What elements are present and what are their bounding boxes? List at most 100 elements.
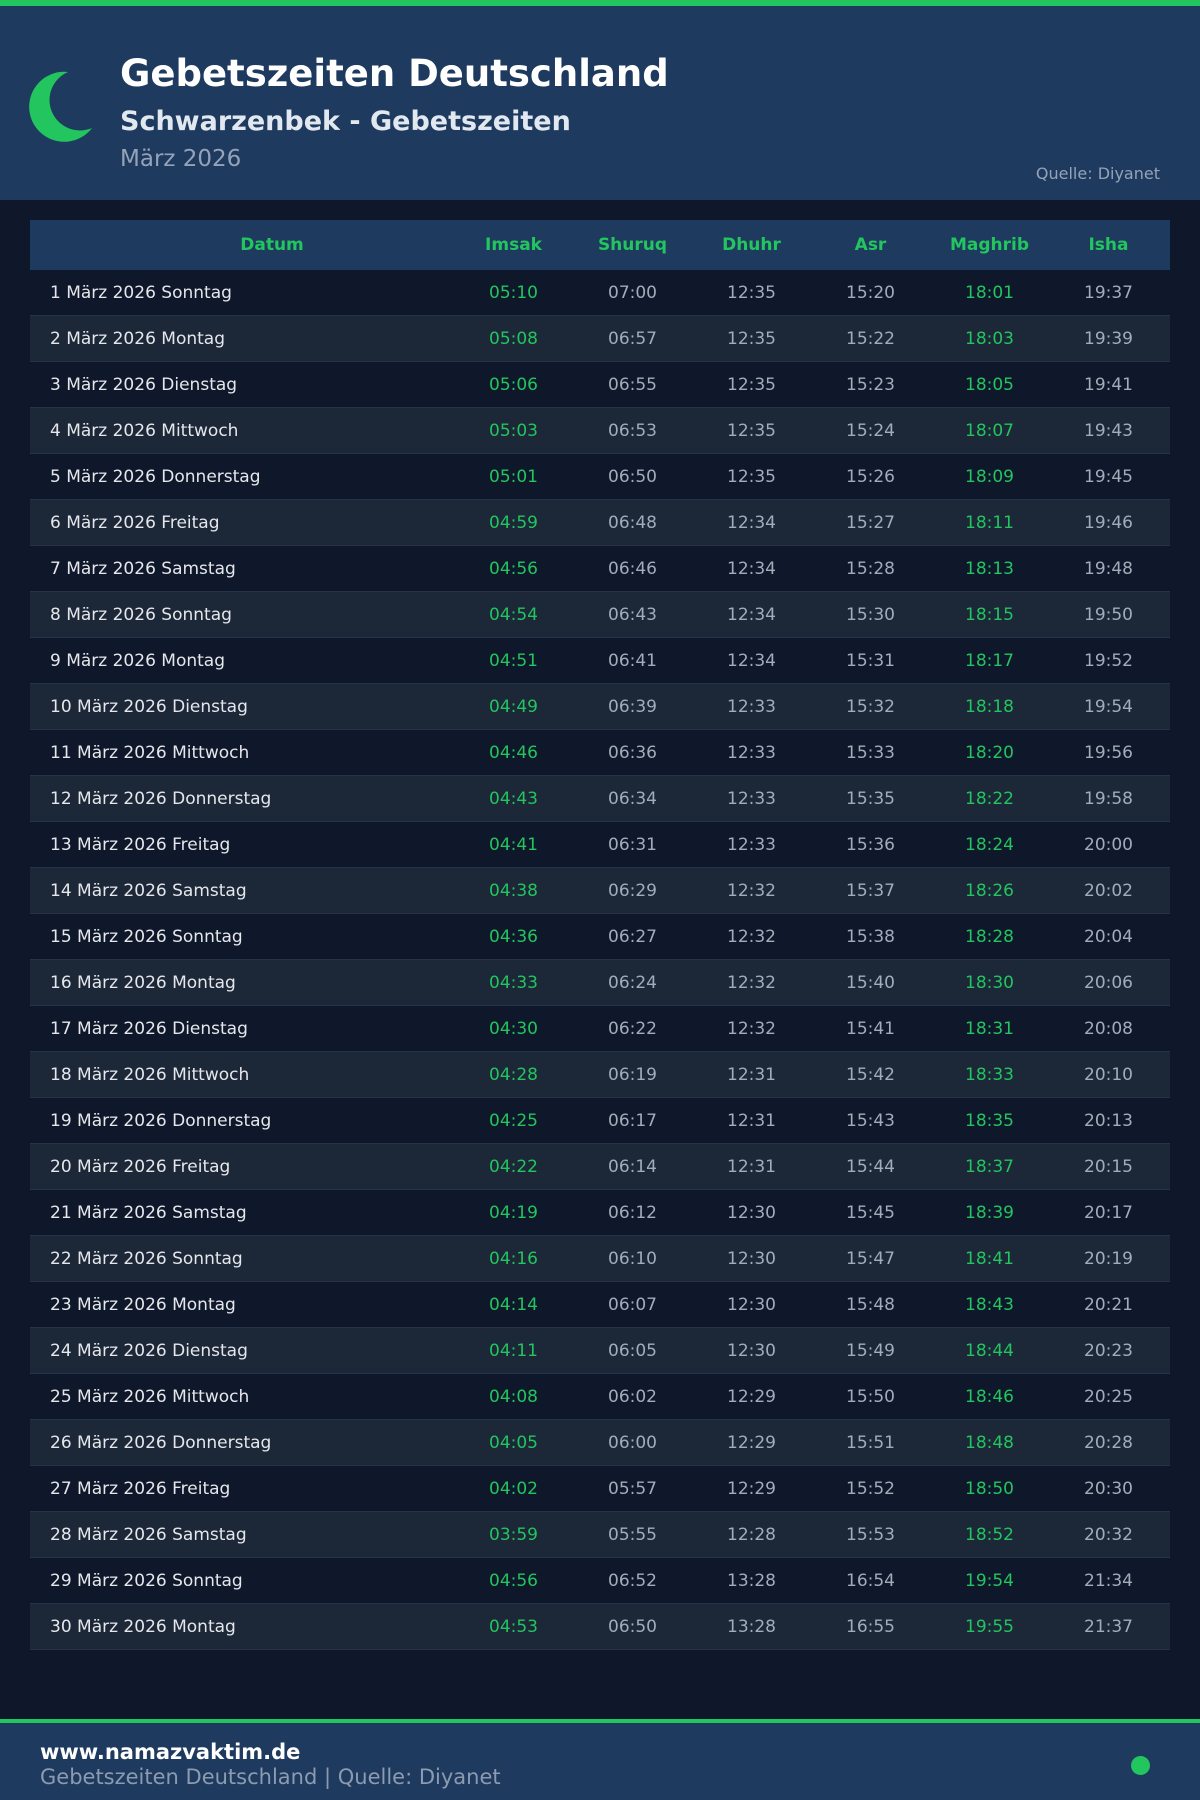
cell-shuruq: 06:46 xyxy=(608,558,657,579)
cell-asr: 15:49 xyxy=(846,1340,895,1361)
cell-asr: 15:32 xyxy=(846,696,895,717)
cell-imsak: 04:46 xyxy=(489,742,538,763)
cell-maghrib: 18:11 xyxy=(965,512,1014,533)
cell-date: 18 März 2026 Mittwoch xyxy=(50,1064,250,1085)
table-row: 30 März 2026 Montag 04:53 06:50 13:28 16:55 1… xyxy=(30,1604,1170,1650)
table-row: 17 März 2026 Dienstag 04:30 06:22 12:32 15:4… xyxy=(30,1006,1170,1052)
cell-shuruq: 06:07 xyxy=(608,1294,657,1315)
cell-imsak: 03:59 xyxy=(489,1524,538,1545)
cell-date: 14 März 2026 Samstag xyxy=(50,880,247,901)
cell-dhuhr: 12:35 xyxy=(727,420,776,441)
cell-dhuhr: 12:35 xyxy=(727,466,776,487)
cell-imsak: 04:49 xyxy=(489,696,538,717)
cell-maghrib: 18:30 xyxy=(965,972,1014,993)
cell-date: 29 März 2026 Sonntag xyxy=(50,1570,243,1591)
cell-shuruq: 07:00 xyxy=(608,282,657,303)
page-header: Gebetszeiten Deutschland Schwarzenbek - … xyxy=(0,6,1200,200)
cell-imsak: 04:36 xyxy=(489,926,538,947)
column-header-dhuhr: Dhuhr xyxy=(722,235,781,255)
cell-date: 16 März 2026 Montag xyxy=(50,972,236,993)
cell-asr: 15:20 xyxy=(846,282,895,303)
cell-maghrib: 18:18 xyxy=(965,696,1014,717)
cell-shuruq: 06:24 xyxy=(608,972,657,993)
table-row: 21 März 2026 Samstag 04:19 06:12 12:30 15:45… xyxy=(30,1190,1170,1236)
cell-isha: 20:08 xyxy=(1084,1018,1133,1039)
cell-dhuhr: 12:30 xyxy=(727,1248,776,1269)
cell-dhuhr: 12:35 xyxy=(727,328,776,349)
cell-isha: 20:25 xyxy=(1084,1386,1133,1407)
table-row: 25 März 2026 Mittwoch 04:08 06:02 12:29 15:5… xyxy=(30,1374,1170,1420)
table-body: 1 März 2026 Sonntag 05:10 07:00 12:35 15:20 1… xyxy=(30,270,1170,1650)
table-row: 14 März 2026 Samstag 04:38 06:29 12:32 15:37… xyxy=(30,868,1170,914)
cell-maghrib: 18:39 xyxy=(965,1202,1014,1223)
cell-dhuhr: 12:28 xyxy=(727,1524,776,1545)
cell-maghrib: 18:50 xyxy=(965,1478,1014,1499)
cell-asr: 15:38 xyxy=(846,926,895,947)
cell-date: 30 März 2026 Montag xyxy=(50,1616,236,1637)
cell-shuruq: 06:53 xyxy=(608,420,657,441)
cell-shuruq: 06:31 xyxy=(608,834,657,855)
cell-dhuhr: 12:30 xyxy=(727,1294,776,1315)
cell-shuruq: 06:17 xyxy=(608,1110,657,1131)
cell-dhuhr: 12:34 xyxy=(727,604,776,625)
table-row: 29 März 2026 Sonntag 04:56 06:52 13:28 16:54… xyxy=(30,1558,1170,1604)
cell-shuruq: 06:41 xyxy=(608,650,657,671)
page-subtitle: Schwarzenbek - Gebetszeiten xyxy=(120,106,571,137)
cell-maghrib: 18:13 xyxy=(965,558,1014,579)
cell-maghrib: 18:15 xyxy=(965,604,1014,625)
cell-imsak: 04:43 xyxy=(489,788,538,809)
cell-maghrib: 18:41 xyxy=(965,1248,1014,1269)
cell-date: 1 März 2026 Sonntag xyxy=(50,282,232,303)
cell-dhuhr: 12:30 xyxy=(727,1202,776,1223)
cell-dhuhr: 12:32 xyxy=(727,880,776,901)
cell-asr: 15:51 xyxy=(846,1432,895,1453)
cell-imsak: 05:08 xyxy=(489,328,538,349)
cell-asr: 15:45 xyxy=(846,1202,895,1223)
status-dot-icon xyxy=(1131,1756,1150,1775)
cell-maghrib: 18:07 xyxy=(965,420,1014,441)
cell-shuruq: 05:57 xyxy=(608,1478,657,1499)
cell-dhuhr: 12:32 xyxy=(727,926,776,947)
cell-shuruq: 06:05 xyxy=(608,1340,657,1361)
cell-date: 26 März 2026 Donnerstag xyxy=(50,1432,272,1453)
cell-imsak: 04:14 xyxy=(489,1294,538,1315)
table-row: 12 März 2026 Donnerstag 04:43 06:34 12:33 15… xyxy=(30,776,1170,822)
cell-isha: 20:23 xyxy=(1084,1340,1133,1361)
cell-isha: 20:10 xyxy=(1084,1064,1133,1085)
cell-shuruq: 06:14 xyxy=(608,1156,657,1177)
cell-shuruq: 06:48 xyxy=(608,512,657,533)
cell-maghrib: 18:20 xyxy=(965,742,1014,763)
cell-maghrib: 18:31 xyxy=(965,1018,1014,1039)
cell-asr: 15:28 xyxy=(846,558,895,579)
cell-isha: 19:43 xyxy=(1084,420,1133,441)
table-row: 27 März 2026 Freitag 04:02 05:57 12:29 15:52… xyxy=(30,1466,1170,1512)
cell-shuruq: 06:27 xyxy=(608,926,657,947)
cell-dhuhr: 12:33 xyxy=(727,834,776,855)
cell-asr: 15:23 xyxy=(846,374,895,395)
footer-site-link[interactable]: www.namazvaktim.de xyxy=(40,1740,301,1764)
cell-maghrib: 18:28 xyxy=(965,926,1014,947)
cell-date: 20 März 2026 Freitag xyxy=(50,1156,231,1177)
cell-isha: 20:17 xyxy=(1084,1202,1133,1223)
cell-shuruq: 06:19 xyxy=(608,1064,657,1085)
cell-maghrib: 18:43 xyxy=(965,1294,1014,1315)
cell-imsak: 05:03 xyxy=(489,420,538,441)
cell-imsak: 05:01 xyxy=(489,466,538,487)
cell-maghrib: 18:37 xyxy=(965,1156,1014,1177)
cell-dhuhr: 12:33 xyxy=(727,696,776,717)
table-row: 10 März 2026 Dienstag 04:49 06:39 12:33 15:3… xyxy=(30,684,1170,730)
cell-isha: 20:28 xyxy=(1084,1432,1133,1453)
table-row: 16 März 2026 Montag 04:33 06:24 12:32 15:40 1… xyxy=(30,960,1170,1006)
cell-shuruq: 06:36 xyxy=(608,742,657,763)
column-header-maghrib: Maghrib xyxy=(949,235,1030,255)
cell-asr: 15:31 xyxy=(846,650,895,671)
cell-date: 7 März 2026 Samstag xyxy=(50,558,236,579)
footer-text: Gebetszeiten Deutschland | Quelle: Diyan… xyxy=(40,1765,501,1789)
cell-shuruq: 06:22 xyxy=(608,1018,657,1039)
cell-maghrib: 18:44 xyxy=(965,1340,1014,1361)
cell-isha: 19:54 xyxy=(1084,696,1133,717)
cell-isha: 20:06 xyxy=(1084,972,1133,993)
cell-date: 5 März 2026 Donnerstag xyxy=(50,466,261,487)
cell-isha: 19:37 xyxy=(1084,282,1133,303)
cell-asr: 15:40 xyxy=(846,972,895,993)
